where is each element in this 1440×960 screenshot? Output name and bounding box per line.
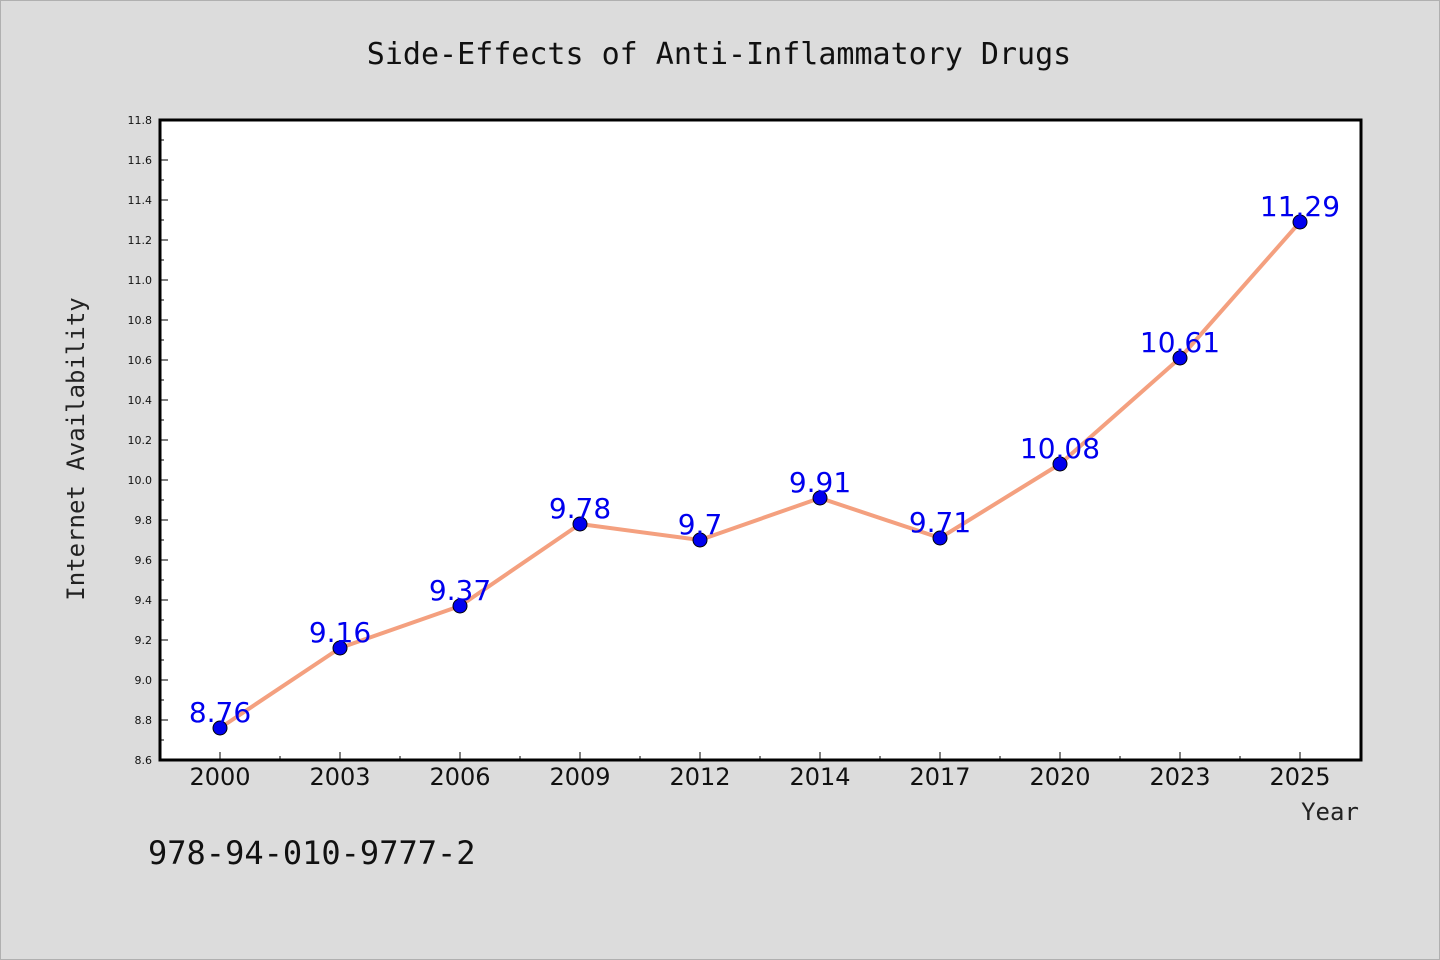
plot-area	[158, 118, 1363, 762]
y-tick-label: 10.4	[128, 394, 153, 407]
y-axis-label: Internet Availability	[62, 297, 90, 600]
x-tick-label: 2017	[909, 763, 970, 791]
data-point-marker	[812, 490, 828, 506]
data-label: 9.16	[309, 616, 371, 649]
data-label: 8.76	[189, 696, 251, 729]
y-tick-label: 9.2	[135, 634, 153, 647]
y-tick-label: 10.8	[128, 314, 153, 327]
y-tick-label: 8.8	[135, 714, 153, 727]
x-tick-label: 2012	[669, 763, 730, 791]
data-point-marker	[1292, 214, 1308, 230]
y-tick-label: 11.6	[128, 154, 153, 167]
data-point-marker	[212, 720, 228, 736]
data-point-marker	[932, 530, 948, 546]
y-tick-label: 9.8	[135, 514, 153, 527]
series-layer: 8.76 9.16 9.37 9.78 9.7 9.91 9.71 10.08 10.61 11.…	[189, 190, 1340, 736]
x-tick-label: 2003	[309, 763, 370, 791]
y-tick-label: 11.2	[128, 234, 153, 247]
data-label: 10.61	[1140, 326, 1220, 359]
data-label: 9.78	[549, 492, 611, 525]
data-point-marker	[692, 532, 708, 548]
y-tick-label: 11.8	[128, 114, 153, 127]
data-label: 11.29	[1260, 190, 1340, 223]
y-tick-label: 9.6	[135, 554, 153, 567]
x-tick-label: 2020	[1029, 763, 1090, 791]
x-tick-label: 2014	[789, 763, 850, 791]
series-line	[218, 220, 1302, 730]
data-point-marker	[572, 516, 588, 532]
x-tick-label: 2009	[549, 763, 610, 791]
y-axis: 8.6 8.8 9.0 9.2 9.4 9.6 9.8 10.0 10.2 10.4 10.6 10.…	[128, 114, 168, 767]
data-label: 9.71	[909, 506, 971, 539]
y-tick-label: 10.2	[128, 434, 153, 447]
data-point-marker	[452, 598, 468, 614]
data-point-marker	[1052, 456, 1068, 472]
y-tick-label: 11.4	[128, 194, 153, 207]
x-tick-label: 2006	[429, 763, 490, 791]
x-axis-label: Year	[1301, 798, 1359, 826]
x-tick-label: 2000	[189, 763, 250, 791]
y-tick-label: 9.4	[135, 594, 153, 607]
x-tick-label: 2025	[1269, 763, 1330, 791]
x-tick-label: 2023	[1149, 763, 1210, 791]
y-tick-label: 10.0	[128, 474, 153, 487]
y-tick-label: 11.0	[128, 274, 153, 287]
x-axis: 2000 2003 2006 2009 2012 2014 2017 2020 2023 2025	[189, 752, 1331, 791]
data-label: 9.37	[429, 574, 491, 607]
data-point-marker	[332, 640, 348, 656]
chart-title: Side-Effects of Anti-Inflammatory Drugs	[367, 37, 1071, 72]
data-label: 10.08	[1020, 432, 1100, 465]
y-tick-label: 10.6	[128, 354, 153, 367]
footnote-isbn: 978-94-010-9777-2	[148, 834, 476, 872]
y-tick-label: 9.0	[135, 674, 153, 687]
y-tick-label: 8.6	[135, 754, 153, 767]
data-label: 9.91	[789, 466, 851, 499]
data-label: 9.7	[678, 508, 723, 541]
data-point-marker	[1172, 350, 1188, 366]
